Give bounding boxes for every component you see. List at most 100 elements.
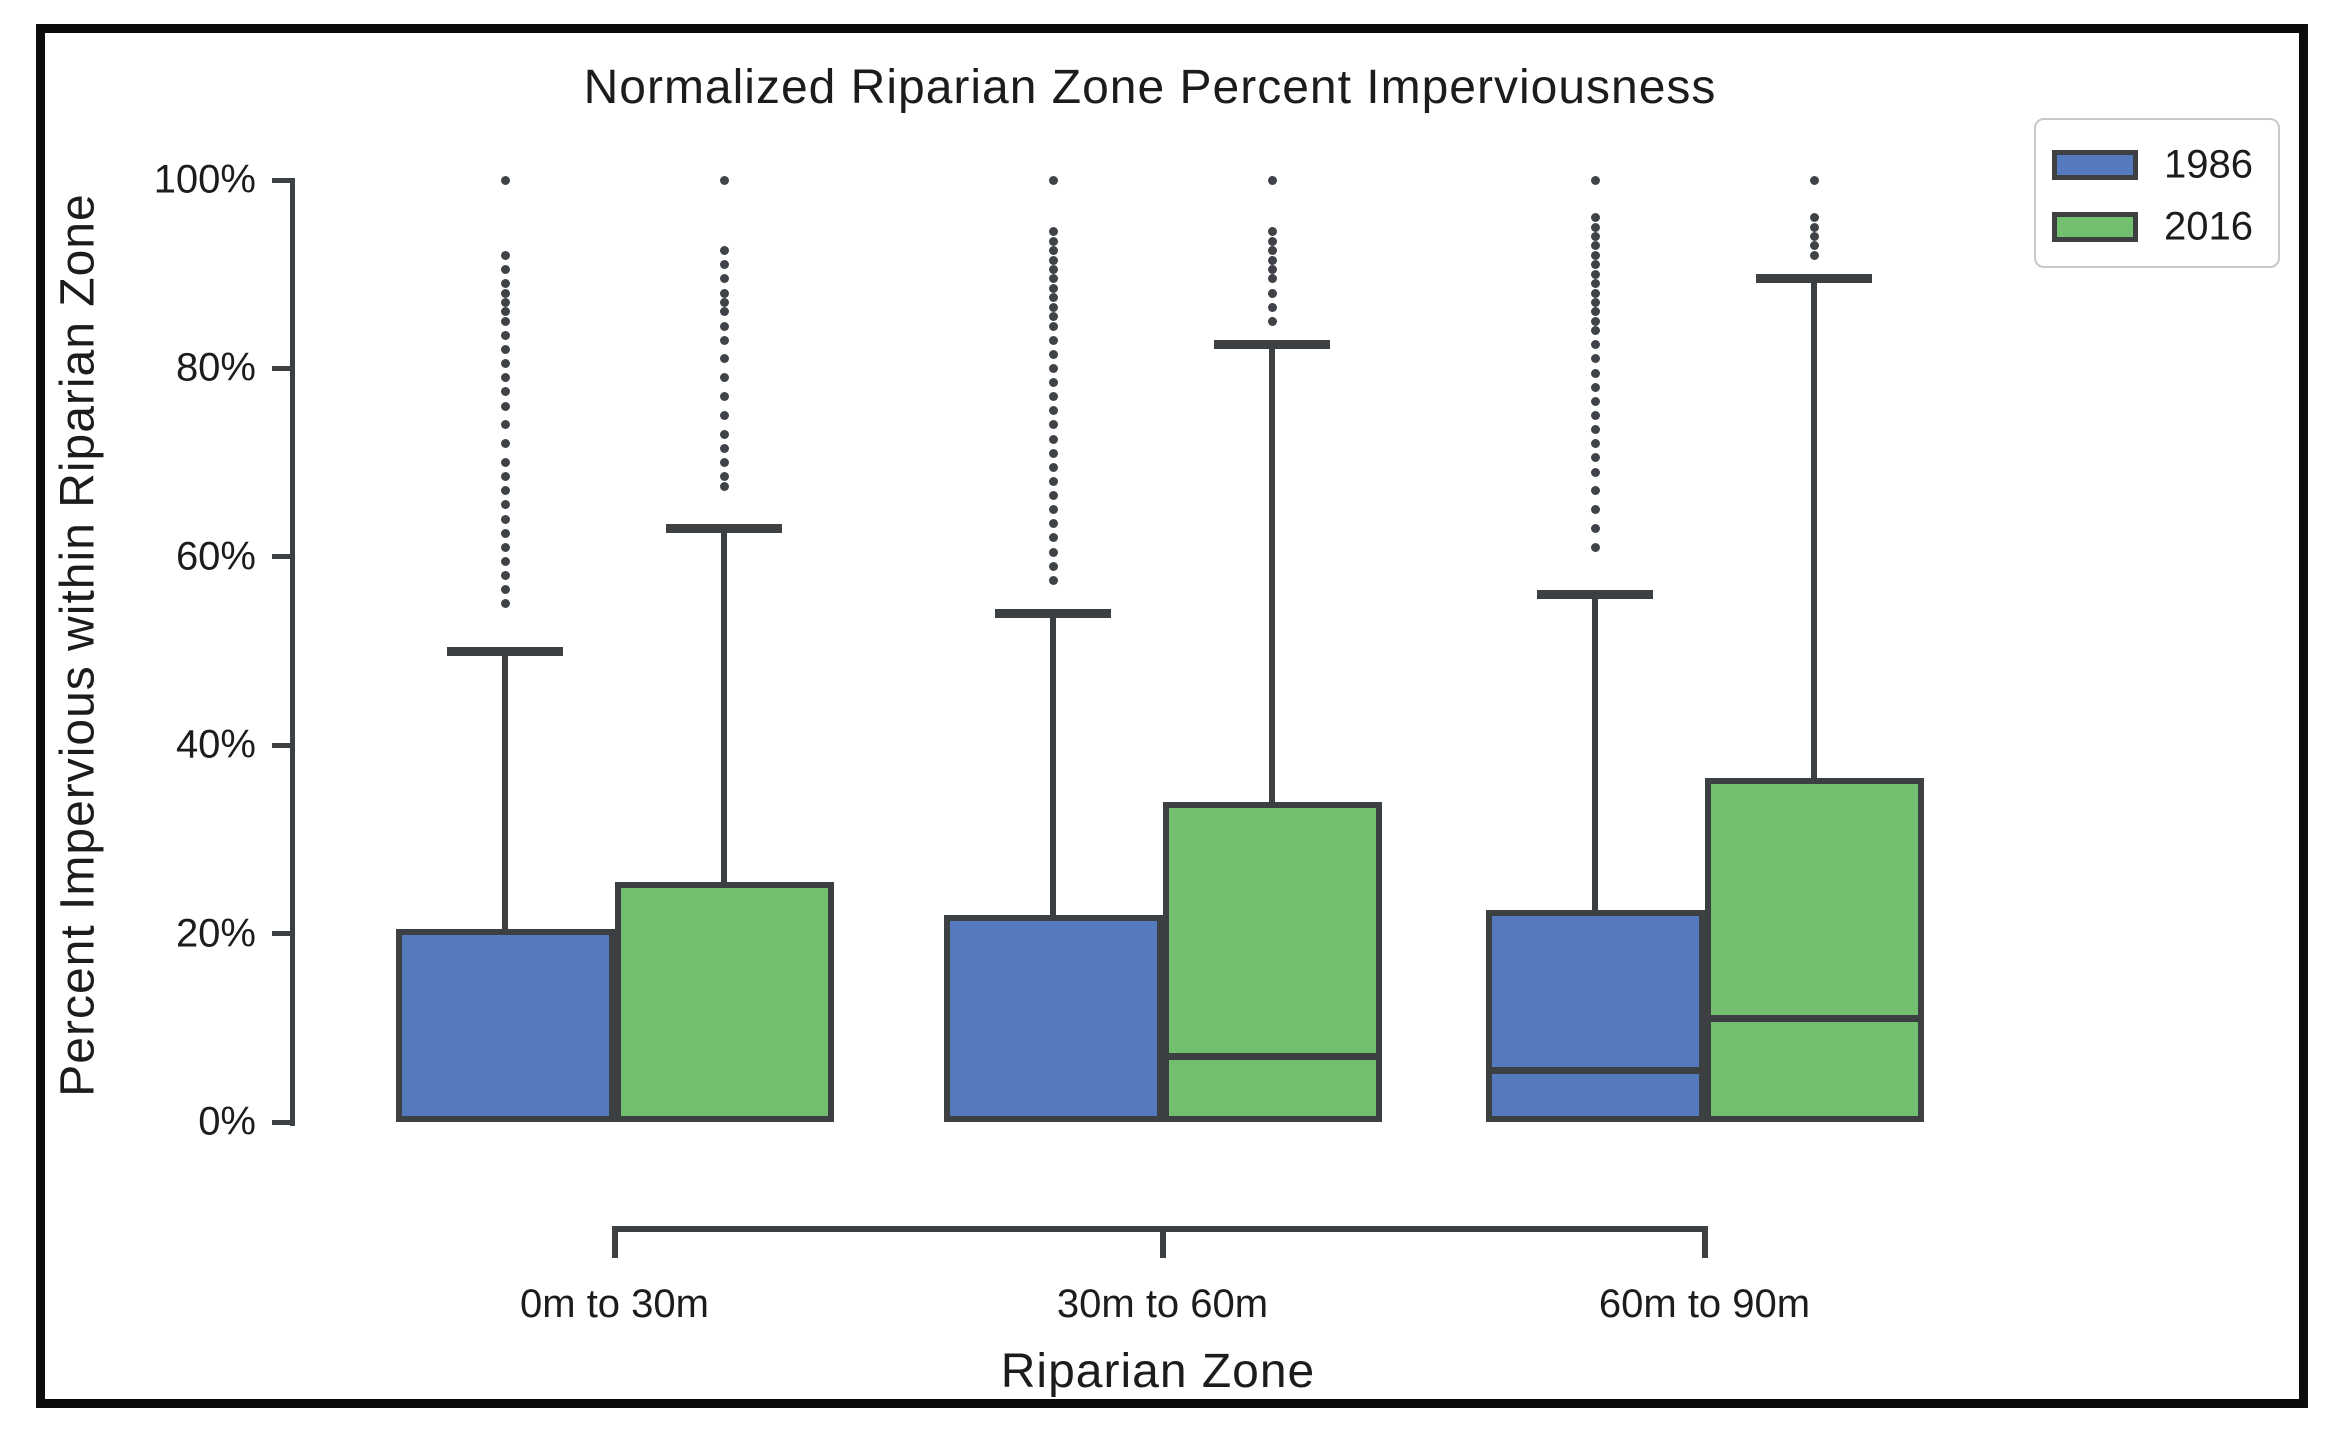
median-2016 [1710,1014,1918,1022]
outlier-dot [1267,246,1277,256]
figure-border [36,24,2308,1408]
outlier-dot [719,411,729,420]
outlier-dot [1048,378,1058,388]
box-1986-30m to 60m [943,914,1163,1122]
box-1986-60m to 90m [1485,910,1705,1122]
outlier-dot [719,392,729,402]
y-axis-spine [290,178,295,1126]
outlier-dot [1267,302,1277,312]
legend-item-1986: 1986 [2036,142,2278,188]
outlier-dot [719,175,729,185]
legend-item-2016: 2016 [2036,204,2278,250]
x-axis-tick [1701,1226,1708,1258]
x-axis-tick [611,1226,618,1258]
outlier-dot [500,500,510,510]
outlier-dot [719,443,729,453]
whisker-cap-2016 [1214,340,1330,350]
outlier-dot [719,274,729,284]
outlier-dot [1267,264,1277,274]
whisker-2016 [1269,344,1275,802]
box-2016-0m to 30m [614,881,834,1122]
outlier-dot [1048,349,1058,359]
outlier-dot [719,354,729,364]
outlier-dot [1048,533,1058,543]
outlier-dot [1590,260,1600,270]
outlier-dot [500,387,510,397]
outlier-dot [500,420,510,430]
median-1986 [1491,1066,1699,1074]
whisker-2016 [1811,278,1817,779]
outlier-dot [500,316,510,326]
outlier-dot [1590,297,1600,307]
outlier-dot [719,321,729,331]
outlier-dot [1267,316,1277,326]
outlier-dot [1048,561,1058,571]
outlier-dot [719,429,729,439]
outlier-dot [500,297,510,307]
outlier-dot [1048,175,1058,185]
outlier-dot [500,288,510,298]
whisker-cap-2016 [666,524,782,534]
whisker-cap-1986 [447,646,563,656]
whisker-cap-1986 [995,608,1111,618]
outlier-dot [1267,288,1277,298]
y-axis-tick [272,1119,290,1125]
outlier-dot [1048,575,1058,585]
outlier-dot [1048,312,1058,322]
outlier-dot [1048,246,1058,256]
outlier-dot [500,250,510,260]
outlier-dot [500,599,510,609]
outlier-dot [1048,420,1058,430]
outlier-dot [500,486,510,496]
outlier-dot [1809,175,1819,185]
outlier-dot [1048,547,1058,557]
outlier-dot [500,264,510,274]
outlier-dot [1048,363,1058,373]
outlier-dot [1590,425,1600,435]
outlier-dot [1267,175,1277,185]
outlier-dot [500,528,510,538]
outlier-dot [1590,307,1600,317]
x-tick-label: 60m to 90m [1598,1282,1811,1326]
outlier-dot [500,175,510,185]
outlier-dot [719,335,729,345]
outlier-dot [1048,236,1058,246]
y-axis-tick [272,177,290,183]
outlier-dot [1048,476,1058,486]
y-axis-tick [272,554,290,560]
outlier-dot [1809,241,1819,251]
outlier-dot [1590,354,1600,364]
outlier-dot [1590,269,1600,279]
outlier-dot [1048,505,1058,515]
whisker-1986 [1050,613,1056,915]
outlier-dot [719,246,729,256]
legend-swatch-2016 [2052,212,2138,242]
legend-label-1986: 1986 [2164,142,2253,187]
outlier-dot [1590,524,1600,534]
outlier-dot [1048,293,1058,303]
outlier-dot [1590,222,1600,232]
outlier-dot [1809,222,1819,232]
y-axis-tick [272,931,290,937]
outlier-dot [1267,274,1277,284]
y-axis-label: Percent Impervious within Riparian Zone [51,193,105,1097]
outlier-dot [1048,283,1058,293]
whisker-cap-2016 [1756,274,1872,284]
outlier-dot [719,288,729,298]
outlier-dot [1590,467,1600,477]
outlier-dot [500,439,510,449]
outlier-dot [1048,255,1058,265]
outlier-dot [500,542,510,552]
outlier-dot [719,373,729,383]
outlier-dot [1590,232,1600,242]
box-1986-0m to 30m [395,928,615,1122]
outlier-dot [1590,411,1600,420]
x-tick-label: 0m to 30m [520,1282,709,1326]
whisker-cap-1986 [1537,589,1653,599]
outlier-dot [1048,462,1058,472]
outlier-dot [500,373,510,383]
outlier-dot [1809,213,1819,223]
outlier-dot [1048,519,1058,529]
outlier-dot [1048,491,1058,501]
y-axis-tick [272,365,290,371]
